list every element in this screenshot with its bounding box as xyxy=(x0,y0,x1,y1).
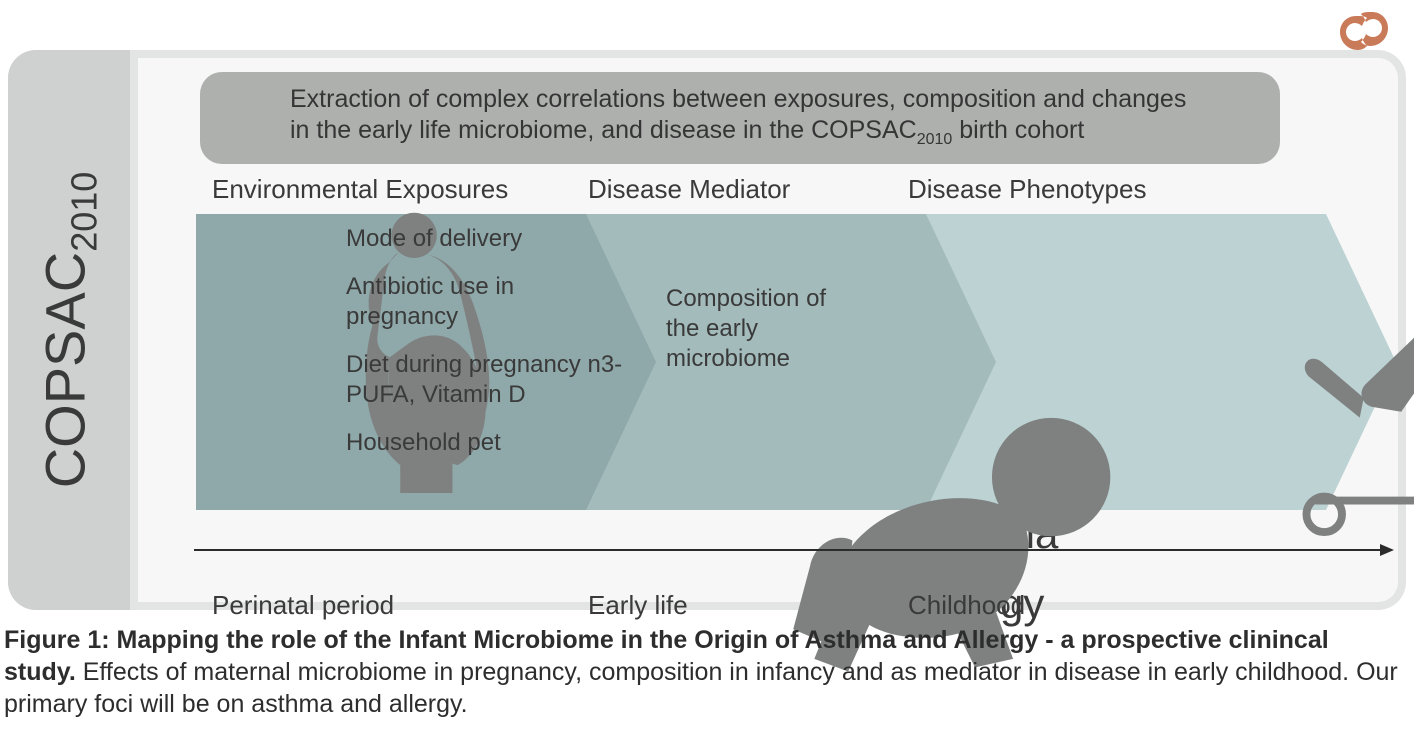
inner-panel: Extraction of complex correlations betwe… xyxy=(138,58,1398,602)
timeline-arrow xyxy=(194,548,1388,550)
subtitle-line2-post: birth cohort xyxy=(952,116,1084,144)
stage-header-2: Disease Mediator xyxy=(588,174,790,205)
sidebar-sub: 2010 xyxy=(64,172,105,252)
stage-header-3: Disease Phenotypes xyxy=(908,174,1146,205)
chevron-row: Asthma Allergy Composition of the early … xyxy=(196,214,1396,510)
sidebar-tab: COPSAC2010 xyxy=(8,50,130,610)
exposure-4: Household pet xyxy=(346,428,626,458)
exposure-1: Mode of delivery xyxy=(346,224,626,254)
timeline-label-3: Childhood xyxy=(908,590,1025,621)
copsac-logo xyxy=(1338,10,1390,52)
caption-rest: Effects of maternal microbiome in pregna… xyxy=(4,658,1398,718)
sidebar-main: COPSAC xyxy=(33,252,96,489)
exposure-list: Mode of delivery Antibiotic use in pregn… xyxy=(346,224,626,476)
timeline-label-1: Perinatal period xyxy=(212,590,394,621)
chevron-1: Mode of delivery Antibiotic use in pregn… xyxy=(196,214,656,510)
exposure-2: Antibiotic use in pregnancy xyxy=(346,272,626,332)
subtitle-box: Extraction of complex correlations betwe… xyxy=(200,72,1280,164)
main-panel: COPSAC2010 Extraction of complex correla… xyxy=(8,50,1406,610)
mediator-text: Composition of the early microbiome xyxy=(666,284,866,374)
subtitle-line2-pre: in the early life microbiome, and diseas… xyxy=(290,116,917,144)
child-scooter-icon xyxy=(1176,244,1414,540)
subtitle-line1: Extraction of complex correlations betwe… xyxy=(290,85,1186,113)
stage-header-1: Environmental Exposures xyxy=(212,174,508,205)
subtitle-line2-sub: 2010 xyxy=(917,131,953,148)
figure-caption: Figure 1: Mapping the role of the Infant… xyxy=(4,624,1400,720)
sidebar-label: COPSAC2010 xyxy=(32,172,105,489)
exposure-3: Diet during pregnancy n3-PUFA, Vitamin D xyxy=(346,350,626,410)
timeline-label-2: Early life xyxy=(588,590,688,621)
